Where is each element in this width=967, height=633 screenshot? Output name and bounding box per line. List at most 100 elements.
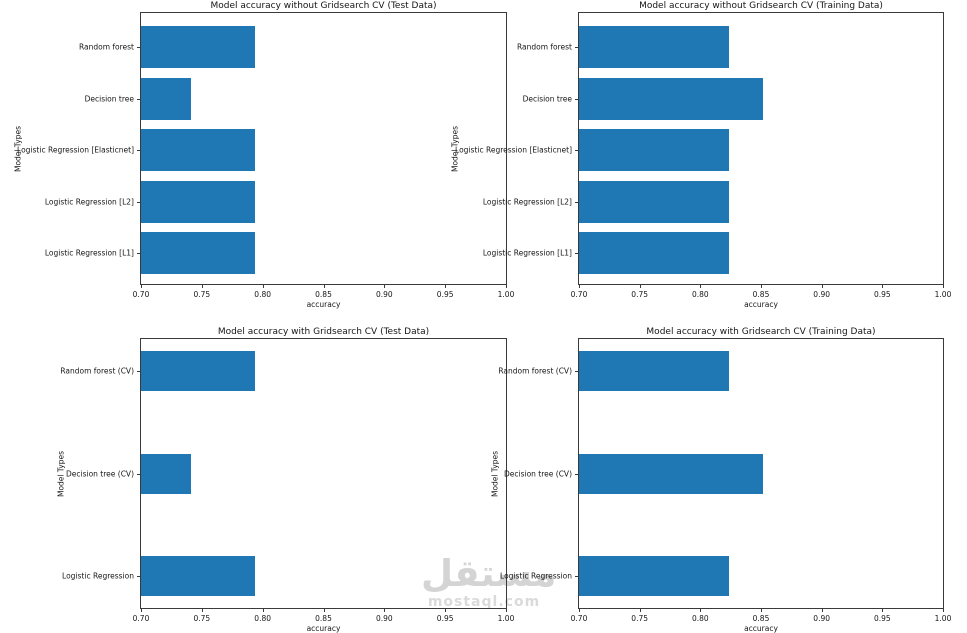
- watermark: مستقل mostaql.com: [421, 551, 557, 611]
- y-tick-mark: [575, 150, 578, 151]
- bar-row: Logistic Regression: [500, 556, 943, 596]
- accuracy-bar: [579, 129, 730, 171]
- accuracy-bar: [141, 232, 256, 274]
- x-tick-mark: [700, 285, 702, 288]
- x-tick-label: 0.85: [752, 614, 770, 623]
- accuracy-bar: [579, 351, 730, 391]
- accuracy-bar: [579, 77, 764, 120]
- bar-row: Random forest (CV): [498, 351, 943, 391]
- x-tick-mark: [821, 285, 823, 288]
- category-label: Logistic Regression [L1]: [482, 248, 572, 258]
- bar-row: Decision tree (CV): [504, 453, 943, 494]
- x-tick-mark: [384, 285, 386, 288]
- bar-row: Decision tree (CV): [66, 453, 506, 494]
- x-tick-mark: [323, 609, 325, 612]
- x-tick-label: 0.95: [873, 614, 891, 623]
- bar-row: Logistic Regression [L1]: [483, 232, 943, 274]
- x-tick-label: 0.70: [132, 614, 150, 623]
- x-tick-label: 0.90: [375, 290, 393, 299]
- y-axis-label: Model Types: [56, 450, 66, 497]
- accuracy-bar: [141, 351, 256, 391]
- x-tick-mark: [943, 609, 944, 612]
- accuracy-bar: [141, 556, 256, 596]
- y-tick-mark: [137, 473, 140, 475]
- x-tick-mark: [579, 609, 580, 612]
- x-tick-label: 0.75: [631, 614, 649, 623]
- y-tick-mark: [575, 576, 578, 577]
- x-tick-label: 1.00: [497, 290, 515, 299]
- category-label: Logistic Regression [L2]: [44, 197, 134, 206]
- x-tick-label: 0.80: [254, 290, 272, 299]
- y-tick-mark: [575, 253, 578, 254]
- accuracy-bar: [579, 232, 730, 274]
- x-tick-mark: [700, 609, 702, 612]
- x-tick-mark: [579, 285, 580, 288]
- plot-area: Random forest Decision tree Logistic Regre…: [17, 13, 506, 284]
- y-tick-mark: [137, 253, 140, 254]
- y-tick-mark: [137, 371, 140, 372]
- chart-title: Model accuracy with Gridsearch CV (Train…: [646, 327, 876, 337]
- x-tick-mark: [761, 609, 762, 612]
- y-tick-mark: [575, 98, 578, 100]
- x-tick-mark: [201, 609, 203, 612]
- x-tick-label: 0.80: [691, 614, 709, 623]
- category-label: Decision tree: [84, 94, 134, 103]
- x-tick-mark: [882, 609, 884, 612]
- category-label: Logistic Regression: [62, 571, 134, 581]
- accuracy-bar: [141, 180, 256, 223]
- category-label: Random forest: [516, 42, 572, 52]
- category-label: Logistic Regression [L1]: [44, 248, 134, 258]
- x-tick-label: 0.85: [315, 290, 332, 299]
- x-tick-label: 0.90: [813, 614, 831, 623]
- x-tick-mark: [323, 285, 325, 288]
- x-axis-label: accuracy: [306, 624, 341, 633]
- x-tick-mark: [639, 609, 641, 612]
- x-tick-label: 0.75: [631, 290, 649, 299]
- accuracy-bar: [141, 26, 256, 68]
- x-axis-label: accuracy: [744, 624, 778, 633]
- x-tick-label: 0.90: [813, 290, 831, 299]
- accuracy-bar: [579, 556, 730, 596]
- chart-title: Model accuracy with Gridsearch CV (Test …: [217, 327, 430, 337]
- x-tick-mark: [639, 285, 641, 288]
- category-label: Random forest (CV): [60, 366, 134, 376]
- x-tick-mark: [201, 285, 203, 288]
- bar-row: Logistic Regression [L2]: [483, 180, 943, 223]
- chart-nocv-training: Model accuracy without Gridsearch CV (Tr…: [451, 1, 952, 309]
- x-tick-mark: [506, 285, 507, 288]
- accuracy-bar: [579, 453, 764, 494]
- category-label: Decision tree: [522, 94, 572, 103]
- plot-area: Random forest (CV) Decision tree (CV) Logi…: [498, 339, 943, 608]
- y-tick-mark: [137, 98, 140, 100]
- x-tick-mark: [506, 609, 507, 612]
- x-tick-label: 0.85: [315, 614, 332, 623]
- watermark-domain-text: mostaql.com: [427, 594, 541, 611]
- category-label: Logistic Regression: [500, 571, 572, 581]
- accuracy-bar: [579, 180, 730, 223]
- accuracy-bar: [141, 453, 191, 494]
- chart-cv-test: Model accuracy with Gridsearch CV (Test …: [57, 327, 515, 633]
- watermark-arabic-text: مستقل: [421, 552, 557, 595]
- x-tick-label: 0.90: [375, 614, 393, 623]
- bar-row: Random forest: [79, 26, 506, 68]
- category-label: Random forest (CV): [498, 366, 572, 376]
- x-tick-label: 0.70: [132, 290, 150, 299]
- category-label: Decision tree (CV): [503, 469, 572, 478]
- chart-title: Model accuracy without Gridsearch CV (Tr…: [639, 1, 883, 11]
- y-tick-mark: [137, 201, 140, 203]
- x-tick-label: 0.75: [193, 290, 211, 299]
- plot-area: Random forest Decision tree Logistic Regre…: [455, 13, 943, 284]
- x-tick-label: 0.75: [193, 614, 211, 623]
- x-tick-mark: [262, 285, 264, 288]
- y-axis-label: Model Types: [490, 450, 500, 497]
- bar-row: Logistic Regression [L2]: [45, 180, 506, 223]
- bar-row: Logistic Regression: [62, 556, 506, 596]
- x-tick-mark: [445, 285, 447, 288]
- y-tick-mark: [575, 47, 578, 48]
- x-axis-label: accuracy: [744, 300, 778, 309]
- x-tick-label: 1.00: [934, 290, 952, 299]
- category-label: Logistic Regression [Elasticnet]: [17, 145, 134, 155]
- bar-row: Decision tree: [85, 77, 506, 120]
- y-tick-mark: [137, 150, 140, 151]
